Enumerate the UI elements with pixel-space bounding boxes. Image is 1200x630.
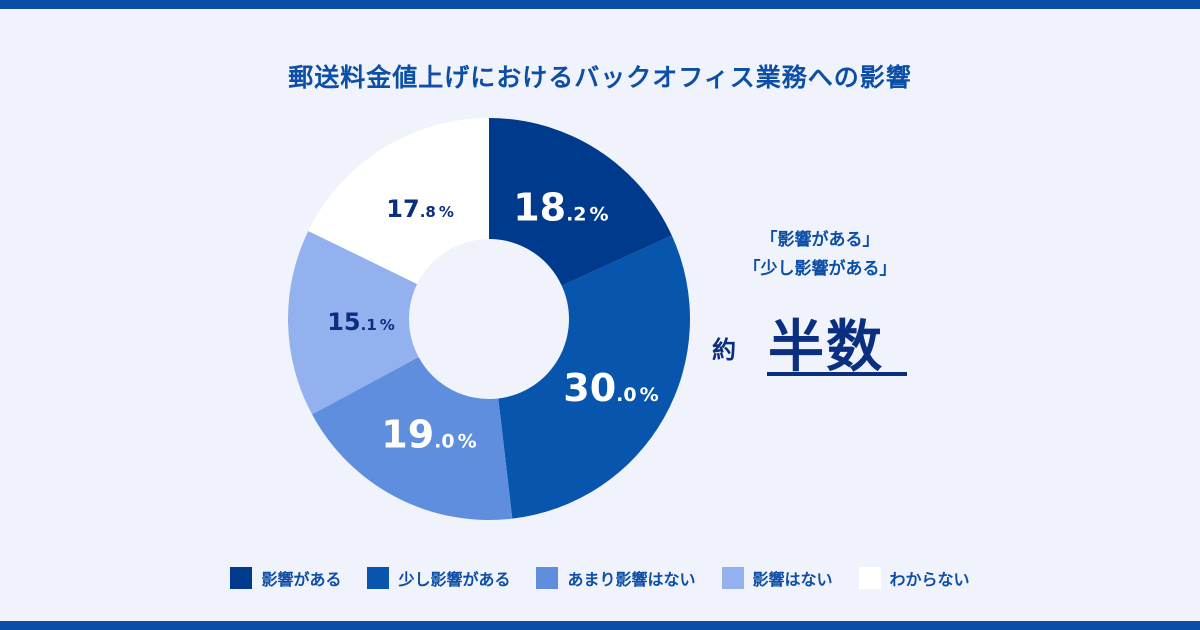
legend-label-3: あまり影響はない bbox=[567, 570, 696, 589]
slice-label-4: 15.1% bbox=[327, 308, 395, 336]
callout-approx: 約 bbox=[712, 336, 736, 364]
slice-label-2: 30.0% bbox=[563, 366, 658, 410]
legend-swatch-1 bbox=[230, 567, 253, 589]
legend-label-5: わからない bbox=[889, 570, 970, 589]
legend-item-4: 影響はない bbox=[721, 566, 833, 590]
legend-label-1: 影響がある bbox=[261, 570, 342, 589]
donut-slice-3 bbox=[312, 356, 513, 520]
legend-swatch-4 bbox=[721, 567, 744, 589]
chart-title: 郵送料金値上げにおけるバックオフィス業務への影響 bbox=[288, 63, 912, 92]
slice-label-1: 18.2% bbox=[513, 185, 608, 229]
legend-item-3: あまり影響はない bbox=[536, 566, 696, 590]
legend-item-1: 影響がある bbox=[230, 566, 341, 590]
bottom-accent-bar bbox=[0, 621, 1200, 630]
slice-label-5: 17.8% bbox=[386, 195, 454, 223]
legend-swatch-2 bbox=[367, 567, 390, 589]
donut-slice-4 bbox=[287, 230, 419, 415]
slice-label-3: 19.0% bbox=[381, 413, 476, 457]
legend-item-2: 少し影響がある bbox=[367, 566, 510, 590]
legend-label-4: 影響はない bbox=[752, 570, 833, 589]
callout-underline bbox=[767, 372, 907, 376]
legend: 影響がある 少し影響がある あまり影響はない 影響はない わからない bbox=[0, 566, 1200, 590]
legend-swatch-3 bbox=[536, 567, 559, 589]
legend-label-2: 少し影響がある bbox=[398, 570, 511, 589]
donut-slice-1 bbox=[489, 118, 672, 286]
callout-box: 「影響がある」 「少し影響がある」 bbox=[700, 226, 940, 284]
top-accent-bar bbox=[0, 0, 1200, 9]
donut-slice-2 bbox=[498, 235, 690, 519]
callout-line-2: 「少し影響がある」 bbox=[743, 259, 897, 279]
callout-main-text: 半数 bbox=[768, 315, 884, 380]
legend-swatch-5 bbox=[858, 567, 881, 589]
callout-line-1: 「影響がある」 bbox=[760, 230, 880, 250]
donut-slice-5 bbox=[308, 118, 489, 284]
legend-item-5: わからない bbox=[858, 566, 970, 590]
